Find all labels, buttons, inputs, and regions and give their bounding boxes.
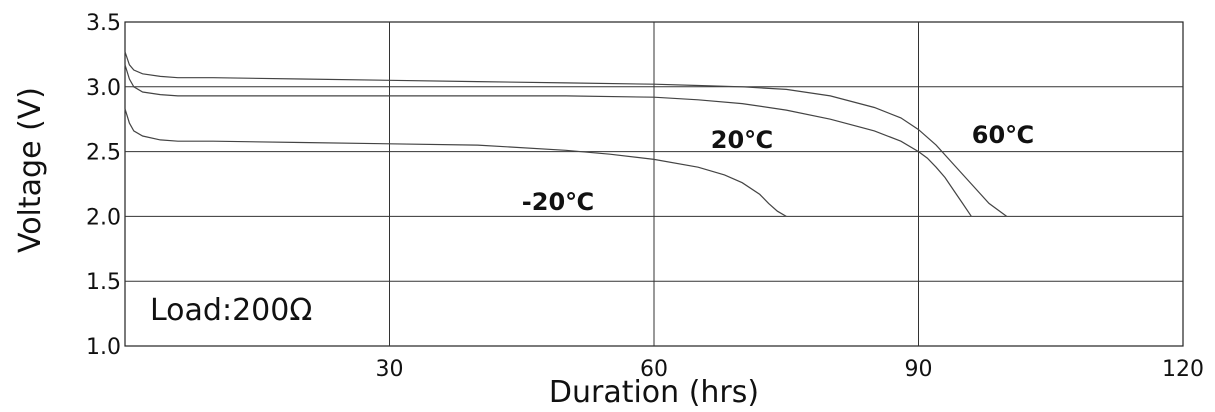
- y-axis-title: Voltage (V): [13, 87, 48, 253]
- y-tick-label: 2.5: [86, 141, 121, 166]
- series-line-2: [124, 108, 787, 217]
- series-line-1: [124, 64, 972, 217]
- x-tick-label: 60: [640, 357, 668, 382]
- tick-labels: 1.0 1.5 2.0 2.5 3.0 3.5 30 60 90 120: [86, 11, 1204, 382]
- y-tick-label: 3.5: [86, 11, 121, 36]
- series-lines: [124, 51, 1008, 217]
- load-annotation: Load:200Ω: [150, 293, 312, 328]
- x-tick-label: 120: [1162, 357, 1204, 382]
- y-tick-label: 3.0: [86, 76, 121, 101]
- x-tick-label: 90: [905, 357, 933, 382]
- y-tick-label: 1.5: [86, 270, 121, 295]
- series-label-0: 60℃: [972, 121, 1034, 149]
- series-label-2: -20℃: [522, 188, 594, 216]
- series-line-0: [124, 51, 1008, 217]
- x-axis-title: Duration (hrs): [549, 375, 759, 410]
- x-tick-label: 30: [376, 357, 404, 382]
- y-tick-label: 1.0: [86, 335, 121, 360]
- series-labels: 60℃ 20℃ -20℃: [522, 121, 1034, 216]
- series-label-1: 20℃: [711, 126, 773, 154]
- y-tick-label: 2.0: [86, 205, 121, 230]
